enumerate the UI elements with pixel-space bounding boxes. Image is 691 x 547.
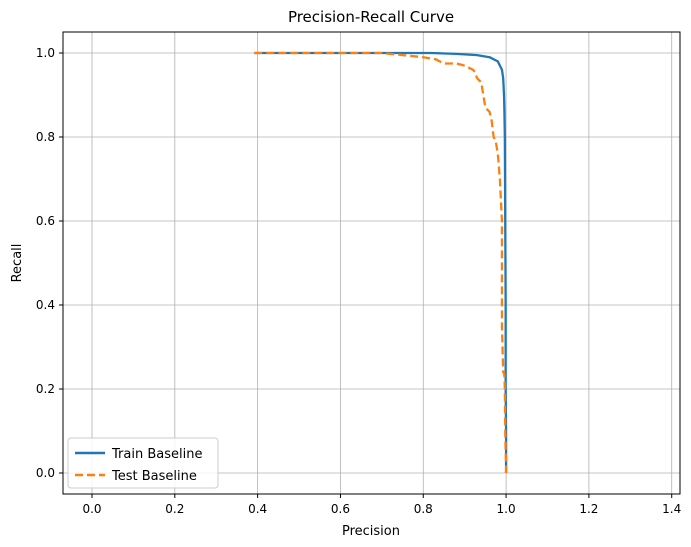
x-tick-label: 0.8 [414, 502, 433, 516]
y-axis-label: Recall [10, 244, 25, 283]
y-tick-label: 0.6 [36, 214, 55, 228]
y-tick-label: 0.8 [36, 130, 55, 144]
legend-label-test-baseline: Test Baseline [111, 469, 197, 484]
y-tick-label: 1.0 [36, 46, 55, 60]
x-tick-label: 0.2 [165, 502, 184, 516]
legend: Train Baseline Test Baseline [67, 437, 219, 489]
legend-box [67, 437, 219, 489]
x-tick-label: 1.2 [579, 502, 598, 516]
x-axis-label: Precision [342, 524, 400, 539]
x-tick-label: 1.0 [497, 502, 516, 516]
y-tick-label: 0.0 [36, 466, 55, 480]
x-tick-label: 0.4 [248, 502, 267, 516]
series-line-train-baseline [254, 51, 508, 473]
legend-label-train-baseline: Train Baseline [111, 447, 202, 462]
x-tick-label: 0.0 [82, 502, 101, 516]
grid-lines [63, 32, 680, 494]
x-tick-label: 1.4 [662, 502, 681, 516]
series-layer [254, 51, 508, 473]
y-tick-label: 0.2 [36, 382, 55, 396]
x-tick-label: 0.6 [331, 502, 350, 516]
y-tick-label: 0.4 [36, 298, 55, 312]
chart-title: Precision-Recall Curve [288, 8, 454, 26]
axis-ticks: 0.0 0.2 0.4 0.6 0.8 1.0 1.2 1.4 0.0 0.2 0.4 0.6 0.8 1… [36, 46, 681, 516]
plot-frame [62, 31, 681, 495]
series-line-test-baseline [254, 51, 508, 473]
